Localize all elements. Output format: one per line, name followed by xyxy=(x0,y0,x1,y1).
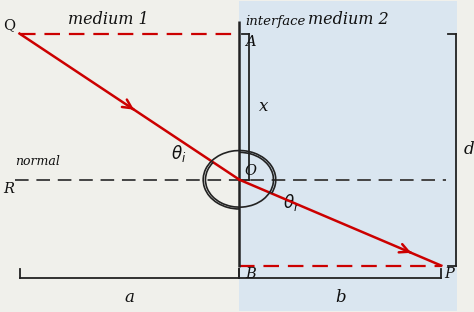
Text: R: R xyxy=(3,182,14,196)
Text: P: P xyxy=(445,267,455,281)
Bar xyxy=(239,1,457,311)
Text: O: O xyxy=(245,164,257,178)
Text: interface: interface xyxy=(245,15,305,28)
Text: a: a xyxy=(125,289,135,306)
Text: A: A xyxy=(245,35,255,49)
Text: B: B xyxy=(245,267,255,281)
Text: $\theta_r$: $\theta_r$ xyxy=(283,192,301,213)
Text: $\theta_i$: $\theta_i$ xyxy=(171,143,186,164)
Text: Q: Q xyxy=(3,18,15,32)
Text: b: b xyxy=(335,289,346,306)
Text: x: x xyxy=(259,98,269,115)
Text: normal: normal xyxy=(15,155,60,168)
Text: medium 2: medium 2 xyxy=(308,11,389,28)
Text: d: d xyxy=(464,141,474,158)
Text: medium 1: medium 1 xyxy=(68,11,148,28)
